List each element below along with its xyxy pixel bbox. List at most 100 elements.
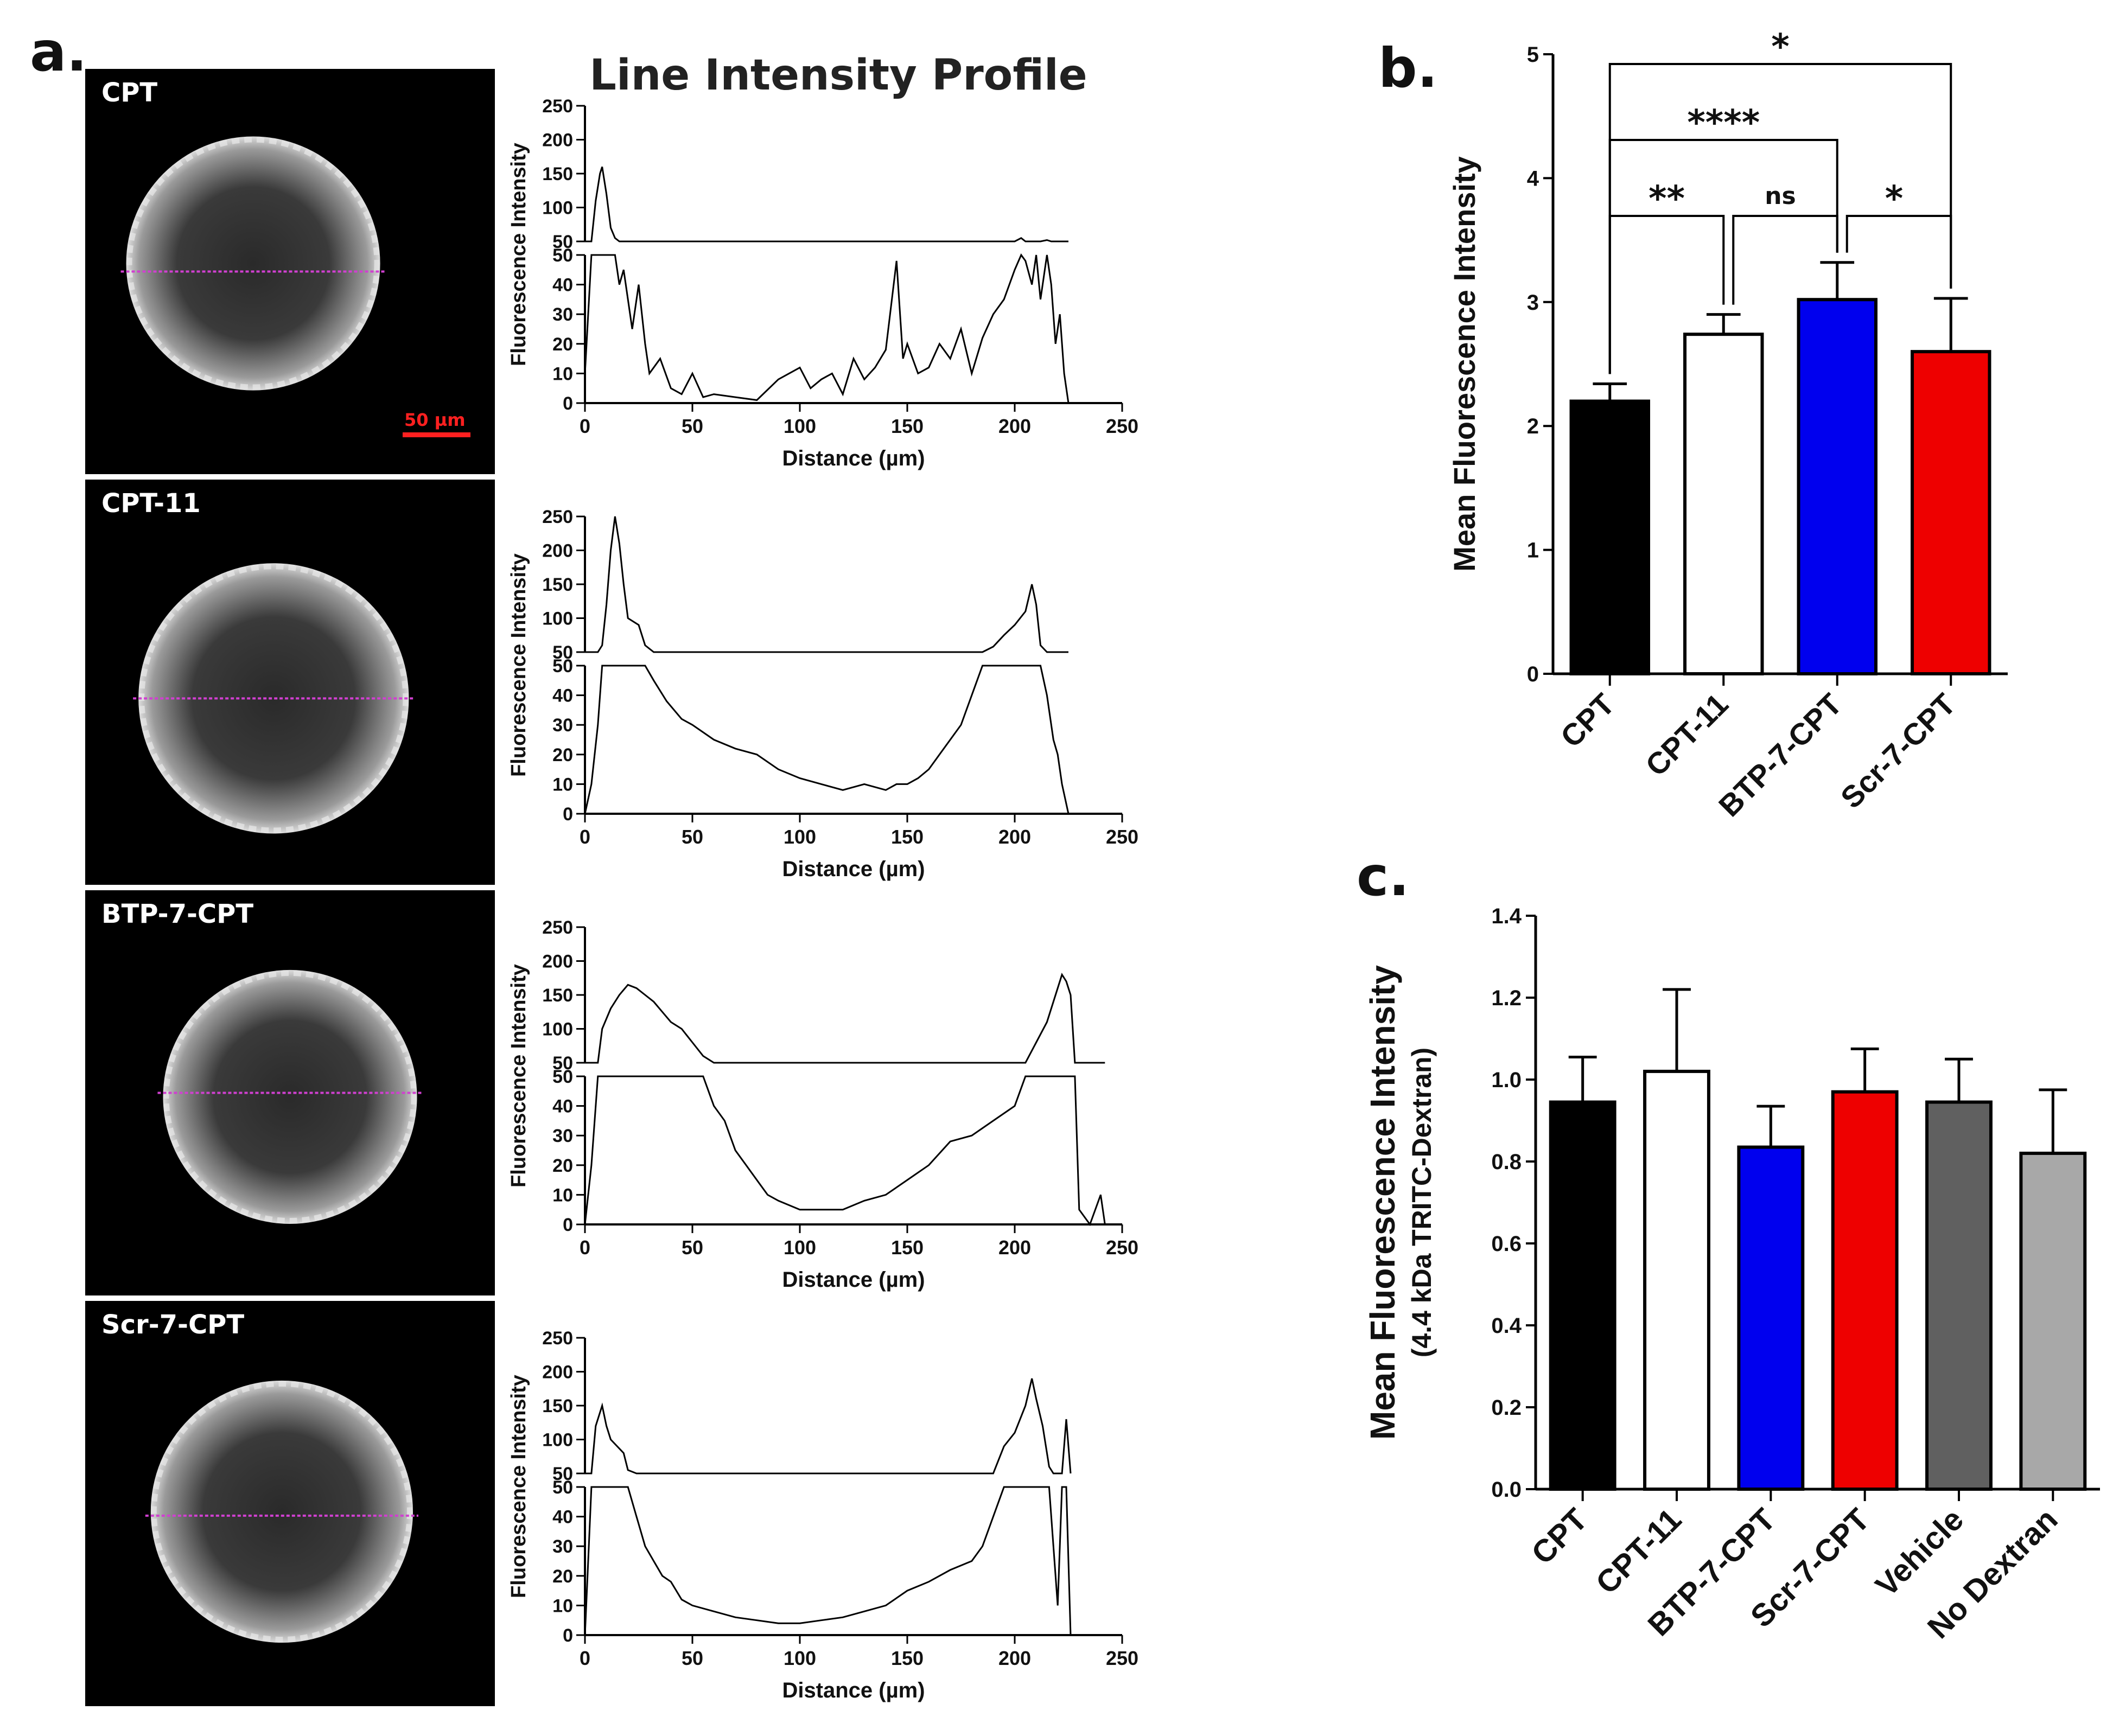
x-tick-label: 250 xyxy=(1106,415,1138,437)
x-tick-label: 200 xyxy=(998,1647,1031,1669)
panel-letter-a: a. xyxy=(30,20,87,84)
x-tick-label: 0 xyxy=(580,415,590,437)
y-tick-label: 30 xyxy=(552,715,573,736)
profile-trace-lower xyxy=(584,253,1070,404)
panel-letter-c: c. xyxy=(1357,845,1409,908)
x-tick-label: 150 xyxy=(891,415,924,437)
significance-label: * xyxy=(1771,27,1789,67)
bar xyxy=(1737,1145,1805,1491)
x-tick-label: 250 xyxy=(1106,1647,1138,1669)
bar xyxy=(1549,1100,1616,1491)
scale-bar-label: 50 µm xyxy=(404,410,466,430)
bar xyxy=(2019,1151,2087,1491)
significance-label: **** xyxy=(1687,103,1760,143)
y-axis-label: Fluorescence Intensity xyxy=(507,143,530,366)
x-tick-label: 200 xyxy=(998,1236,1031,1259)
y-tick-label: 40 xyxy=(552,686,573,706)
x-axis-label: Distance (µm) xyxy=(782,1678,925,1702)
profile-trace-upper xyxy=(585,167,1068,242)
y-tick-label: 150 xyxy=(542,575,573,595)
y-axis-label: Fluorescence Intensity xyxy=(507,553,530,777)
y-tick-label: 2 xyxy=(1527,414,1539,438)
y-tick-label: 150 xyxy=(542,164,573,184)
y-tick-label: 10 xyxy=(552,774,573,795)
bar xyxy=(1643,1069,1710,1491)
spheroid xyxy=(138,563,409,834)
y-tick-label: 30 xyxy=(552,1536,573,1557)
significance-label: * xyxy=(1885,179,1903,219)
y-tick-label: 0.2 xyxy=(1491,1396,1522,1420)
y-axis-label-secondary: (4.4 kDa TRITC-Dextran) xyxy=(1406,1048,1437,1357)
bar xyxy=(1797,298,1877,675)
y-tick-label: 50 xyxy=(552,1067,573,1087)
y-tick-label: 0.8 xyxy=(1491,1150,1522,1174)
y-tick-label: 250 xyxy=(542,507,573,527)
y-tick-label: 20 xyxy=(552,334,573,355)
significance-label: ** xyxy=(1649,179,1685,219)
y-tick-label: 50 xyxy=(552,656,573,676)
spheroid-rim-cells xyxy=(151,1381,413,1643)
x-tick-label: 0 xyxy=(580,826,590,848)
y-tick-label: 50 xyxy=(552,1464,573,1484)
y-tick-label: 200 xyxy=(542,1362,573,1383)
y-tick-label: 50 xyxy=(552,232,573,252)
y-tick-label: 20 xyxy=(552,745,573,765)
x-tick-label: 0 xyxy=(580,1647,590,1669)
y-tick-label: 250 xyxy=(542,1328,573,1349)
x-tick-label: 50 xyxy=(682,1647,703,1669)
y-tick-label: 5 xyxy=(1527,43,1539,67)
y-tick-label: 4 xyxy=(1527,167,1539,190)
bar xyxy=(1911,350,1991,675)
x-tick-label: 150 xyxy=(891,1236,924,1259)
y-tick-label: 50 xyxy=(552,245,573,266)
x-tick-label: 50 xyxy=(682,415,703,437)
x-tick-label: 250 xyxy=(1106,1236,1138,1259)
y-axis-label: Fluorescence Intensity xyxy=(507,1375,530,1598)
y-axis-label: Mean Fluorescence Intensity xyxy=(1447,156,1481,572)
x-tick-label: 250 xyxy=(1106,826,1138,848)
x-axis-label: Distance (µm) xyxy=(782,857,925,881)
y-tick-label: 0.6 xyxy=(1491,1232,1522,1256)
spheroid-rim-cells xyxy=(126,137,380,390)
y-tick-label: 30 xyxy=(552,304,573,325)
y-tick-label: 0 xyxy=(563,1215,573,1235)
bar xyxy=(1569,399,1650,676)
x-tick-label: 100 xyxy=(784,1647,816,1669)
panel-letter-b: b. xyxy=(1378,36,1438,100)
y-tick-label: 40 xyxy=(552,1096,573,1117)
y-tick-label: 1.2 xyxy=(1491,986,1522,1010)
spheroid xyxy=(163,969,417,1224)
y-tick-label: 10 xyxy=(552,1185,573,1205)
y-tick-label: 100 xyxy=(542,198,573,219)
spheroid xyxy=(126,136,380,391)
y-tick-label: 200 xyxy=(542,952,573,972)
spheroid xyxy=(150,1380,413,1643)
micrograph-label: BTP-7-CPT xyxy=(101,899,253,929)
y-tick-label: 40 xyxy=(552,275,573,296)
significance-bracket xyxy=(1845,215,1952,289)
bar xyxy=(1683,333,1764,675)
y-tick-label: 0 xyxy=(563,1625,573,1646)
y-tick-label: 1.4 xyxy=(1491,904,1522,928)
y-tick-label: 200 xyxy=(542,541,573,561)
y-tick-label: 150 xyxy=(542,985,573,1006)
y-tick-label: 30 xyxy=(552,1126,573,1146)
y-tick-label: 150 xyxy=(542,1396,573,1416)
y-tick-label: 10 xyxy=(552,1595,573,1616)
x-tick-label: 50 xyxy=(682,826,703,848)
x-tick-label: 200 xyxy=(998,415,1031,437)
profile-trace-lower xyxy=(584,665,1070,814)
y-tick-label: 1 xyxy=(1527,539,1539,563)
x-tick-label: 150 xyxy=(891,1647,924,1669)
x-tick-label: 50 xyxy=(682,1236,703,1259)
spheroid-rim-cells xyxy=(163,970,417,1224)
y-tick-label: 50 xyxy=(552,1053,573,1074)
y-tick-label: 20 xyxy=(552,1566,573,1587)
y-tick-label: 1.0 xyxy=(1491,1068,1522,1092)
y-tick-label: 100 xyxy=(542,609,573,629)
micrograph-label: Scr-7-CPT xyxy=(101,1310,244,1340)
x-axis-label: Distance (µm) xyxy=(782,1268,925,1292)
x-tick-label: 100 xyxy=(784,1236,816,1259)
y-tick-label: 250 xyxy=(542,96,573,117)
